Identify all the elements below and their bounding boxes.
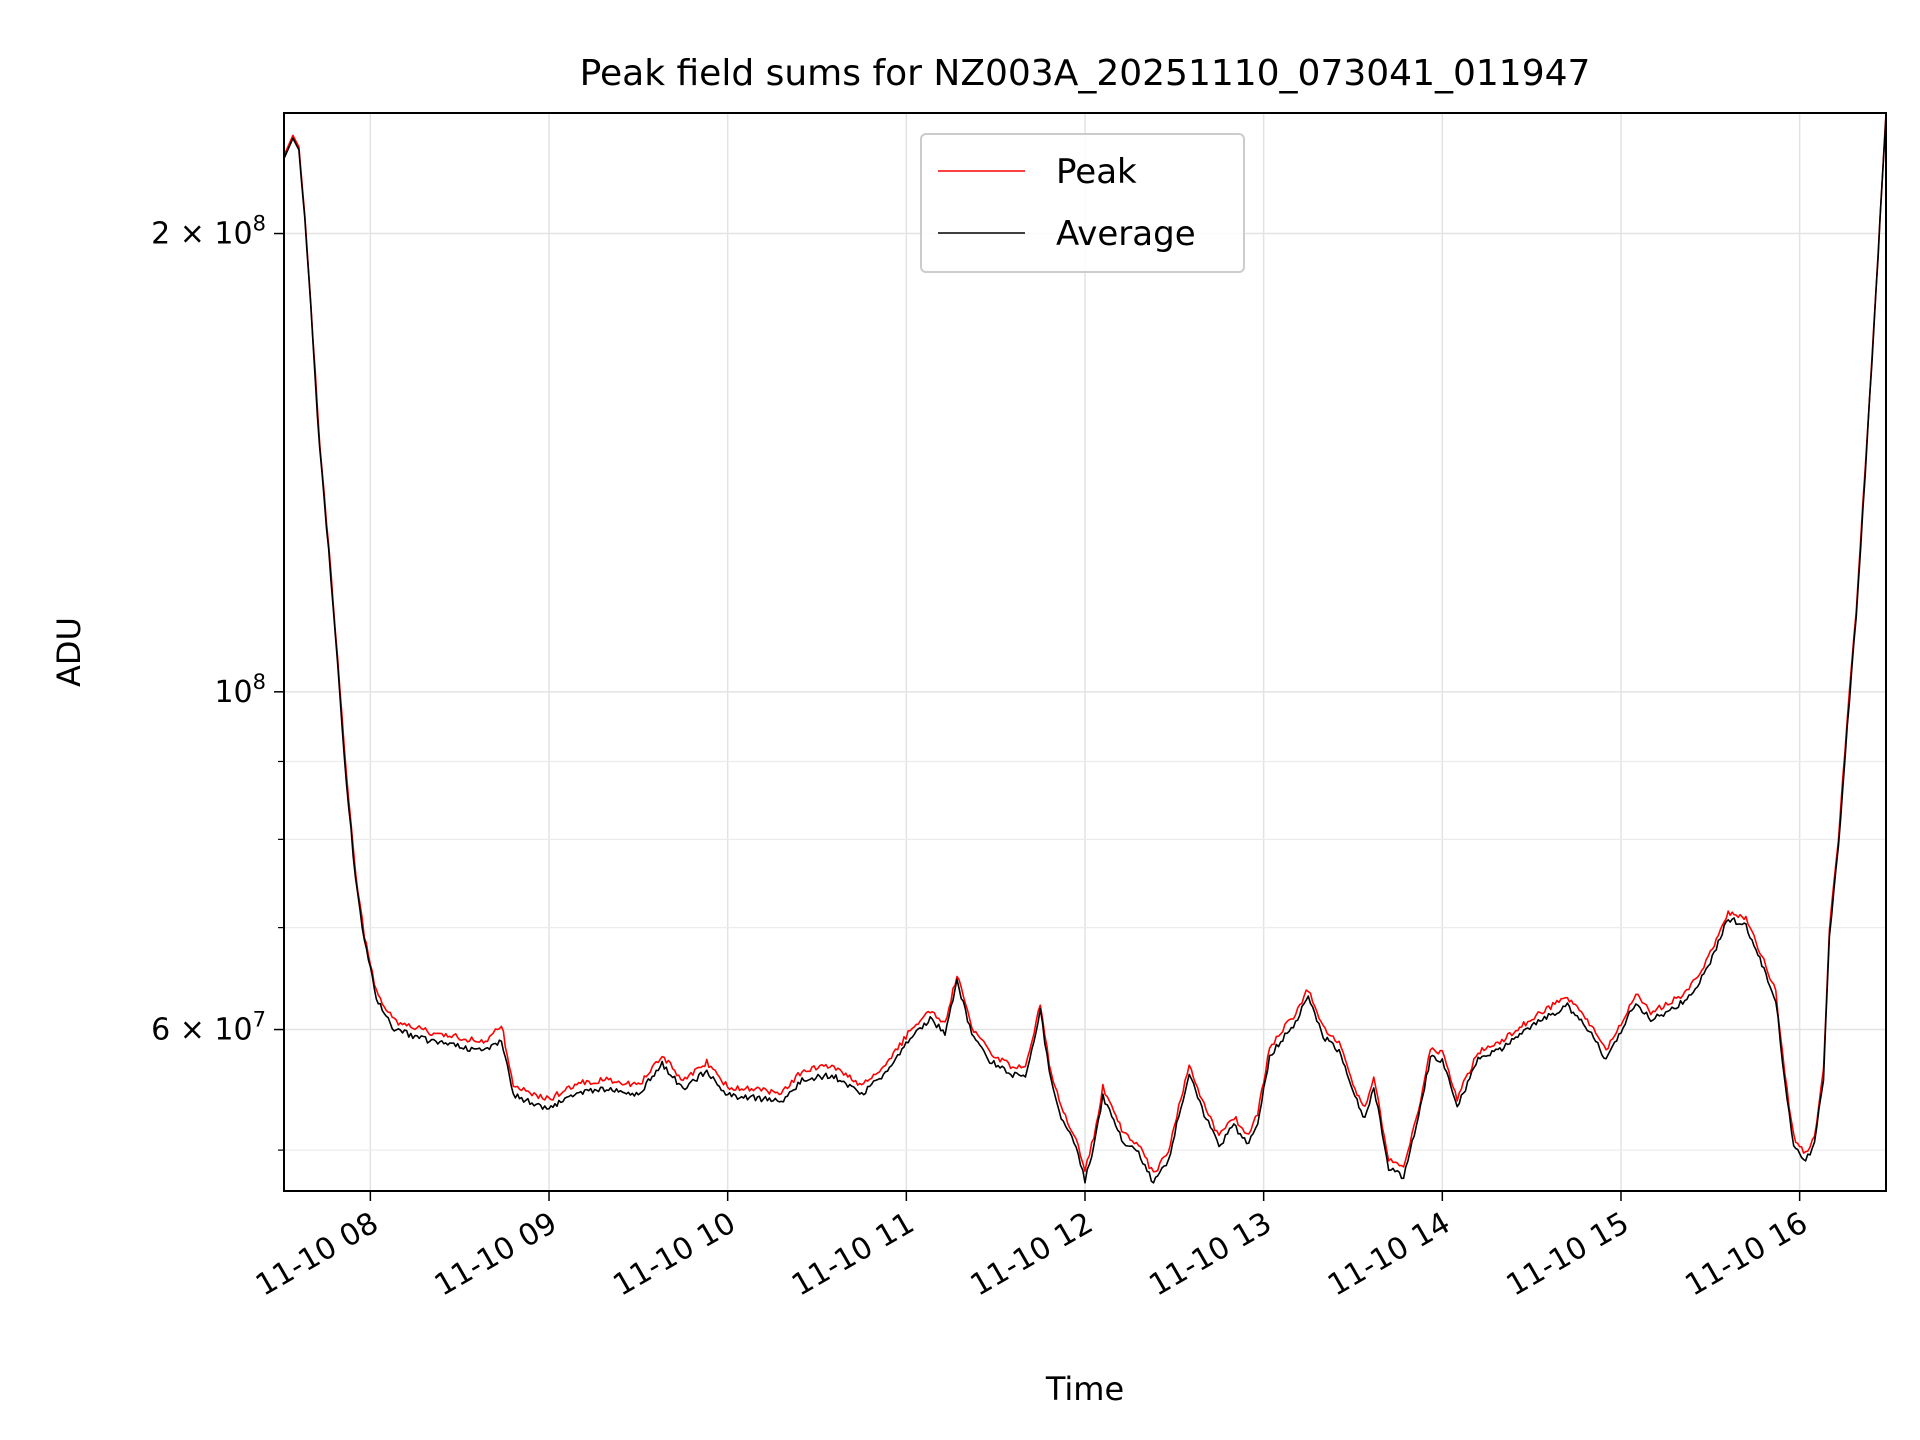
legend-label-average: Average [1056, 214, 1196, 254]
y-axis-label: ADU [50, 617, 88, 687]
chart-title: Peak field sums for NZ003A_20251110_0730… [580, 53, 1591, 94]
y-tick-label-base: 6 × 10 [151, 1013, 252, 1048]
series-line-average [283, 115, 1887, 1184]
legend: Peak Average [920, 133, 1245, 273]
y-tick-label-base: 2 × 10 [151, 217, 252, 252]
x-tick-label: 11-10 10 [607, 1206, 741, 1304]
y-tick-label-exponent: 8 [253, 212, 266, 236]
y-tick-label: 108 [214, 670, 266, 710]
x-tick-label: 11-10 11 [786, 1206, 920, 1304]
legend-label-peak: Peak [1056, 152, 1137, 192]
x-tick-label: 11-10 12 [965, 1206, 1099, 1304]
x-tick-label: 11-10 15 [1501, 1206, 1635, 1304]
y-tick-label: 2 × 108 [151, 212, 266, 252]
grid [284, 113, 1886, 1191]
x-tick-label: 11-10 14 [1322, 1206, 1456, 1304]
series-line-peak [283, 112, 1887, 1173]
y-tick-label-base: 10 [214, 675, 252, 710]
x-tick-label: 11-10 16 [1679, 1206, 1813, 1304]
legend-box [920, 133, 1245, 273]
y-tick-label: 6 × 107 [151, 1008, 266, 1048]
y-tick-label-exponent: 8 [253, 670, 266, 694]
y-tick-label-exponent: 7 [253, 1008, 266, 1032]
series-layer [283, 112, 1887, 1184]
x-tick-label: 11-10 08 [250, 1206, 384, 1304]
x-tick-label: 11-10 09 [429, 1206, 563, 1304]
x-tick-label: 11-10 13 [1143, 1206, 1277, 1304]
x-axis-label: Time [1045, 1370, 1124, 1408]
x-axis: 11-10 08 11-10 09 11-10 10 11-10 11 11-10 12… [250, 1191, 1814, 1303]
